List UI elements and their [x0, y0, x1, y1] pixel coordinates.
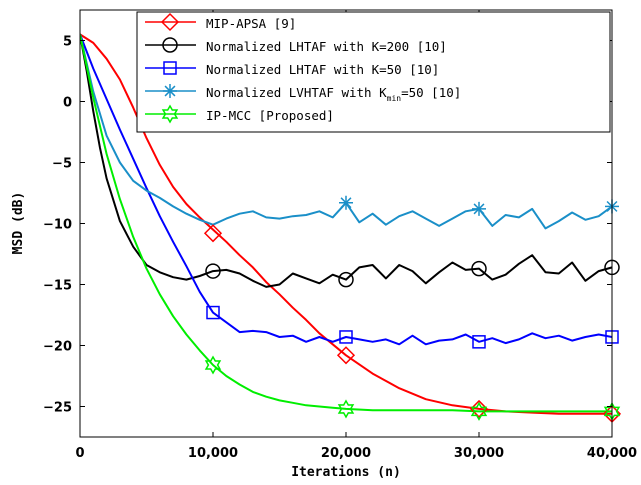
data-point-normalized-lvhtaf-with-k-min-50-10	[339, 195, 353, 210]
y-axis: 5 0 −5 −10 −15 −20 −25	[43, 35, 612, 416]
legend-label-lvhtaf-post: =50 [10]	[401, 85, 461, 100]
data-point-mip-apsa-9	[336, 346, 356, 365]
star-stroke	[340, 197, 352, 209]
series-markers	[203, 195, 622, 423]
y-axis-title: MSD (dB)	[11, 192, 26, 255]
y-tick-label: −15	[43, 279, 72, 294]
data-point-normalized-lvhtaf-with-k-min-50-10	[472, 201, 486, 216]
legend-label-lhtaf-k200: Normalized LHTAF with K=200 [10]	[206, 39, 447, 54]
legend-box	[136, 11, 611, 133]
x-axis: 0 10,000 20,000 30,000 40,000	[75, 10, 637, 461]
legend-label-lhtaf-k50: Normalized LHTAF with K=50 [10]	[206, 62, 439, 77]
star-stroke	[473, 203, 485, 215]
x-tick-label: 40,000	[587, 446, 637, 461]
y-tick-label: −20	[43, 340, 72, 355]
series-line-mip-apsa-9	[80, 33, 612, 415]
y-tick-label: −10	[43, 218, 72, 233]
series-lines	[80, 33, 612, 415]
series-line-ip-mcc-proposed	[80, 34, 612, 413]
legend-sample-marker-ip-mcc-proposed	[161, 104, 179, 124]
data-point-ip-mcc-proposed	[204, 355, 222, 375]
x-tick-label: 20,000	[321, 446, 371, 461]
series-line-normalized-lhtaf-with-k-200-10	[80, 34, 612, 288]
data-point-normalized-lhtaf-with-k-200-10	[205, 263, 221, 279]
y-tick-label: 0	[63, 96, 72, 111]
data-point-mip-apsa-9	[203, 224, 223, 243]
data-point-ip-mcc-proposed	[470, 401, 488, 421]
x-axis-title: Iterations (n)	[291, 465, 401, 480]
legend-sample-marker-normalized-lhtaf-with-k-200-10	[162, 37, 178, 53]
legend-label-lvhtaf-pre: Normalized LVHTAF with K	[206, 85, 387, 100]
legend-sample-marker-normalized-lhtaf-with-k-50-10	[163, 61, 177, 75]
data-point-normalized-lhtaf-with-k-50-10	[472, 335, 486, 349]
y-tick-label: −5	[52, 157, 72, 172]
x-tick-label: 0	[75, 446, 84, 461]
data-point-normalized-lhtaf-with-k-200-10	[471, 260, 487, 277]
legend-label-mip-apsa: MIP-APSA [9]	[206, 16, 296, 31]
legend-label-lvhtaf: Normalized LVHTAF with Kmin=50 [10]	[206, 85, 461, 103]
legend-samples	[145, 12, 196, 124]
legend-sample-marker-normalized-lvhtaf-with-k-min-50-10	[163, 84, 177, 98]
data-point-ip-mcc-proposed	[337, 399, 355, 419]
data-point-mip-apsa-9	[469, 399, 489, 419]
data-point-normalized-lhtaf-with-k-50-10	[339, 330, 353, 344]
legend: MIP-APSA [9] Normalized LHTAF with K=200…	[136, 11, 611, 133]
y-tick-label: 5	[63, 35, 72, 50]
y-tick-label: −25	[43, 401, 72, 416]
star-stroke	[164, 85, 176, 97]
legend-label-lvhtaf-sub: min	[387, 94, 402, 103]
x-tick-label: 10,000	[188, 446, 238, 461]
data-point-normalized-lhtaf-with-k-200-10	[338, 271, 354, 288]
x-tick-label: 30,000	[454, 446, 504, 461]
series-line-normalized-lhtaf-with-k-50-10	[80, 34, 612, 346]
legend-sample-marker-mip-apsa-9	[160, 12, 180, 32]
data-point-normalized-lhtaf-with-k-50-10	[206, 305, 220, 320]
legend-label-ip-mcc: IP-MCC [Proposed]	[206, 108, 334, 123]
